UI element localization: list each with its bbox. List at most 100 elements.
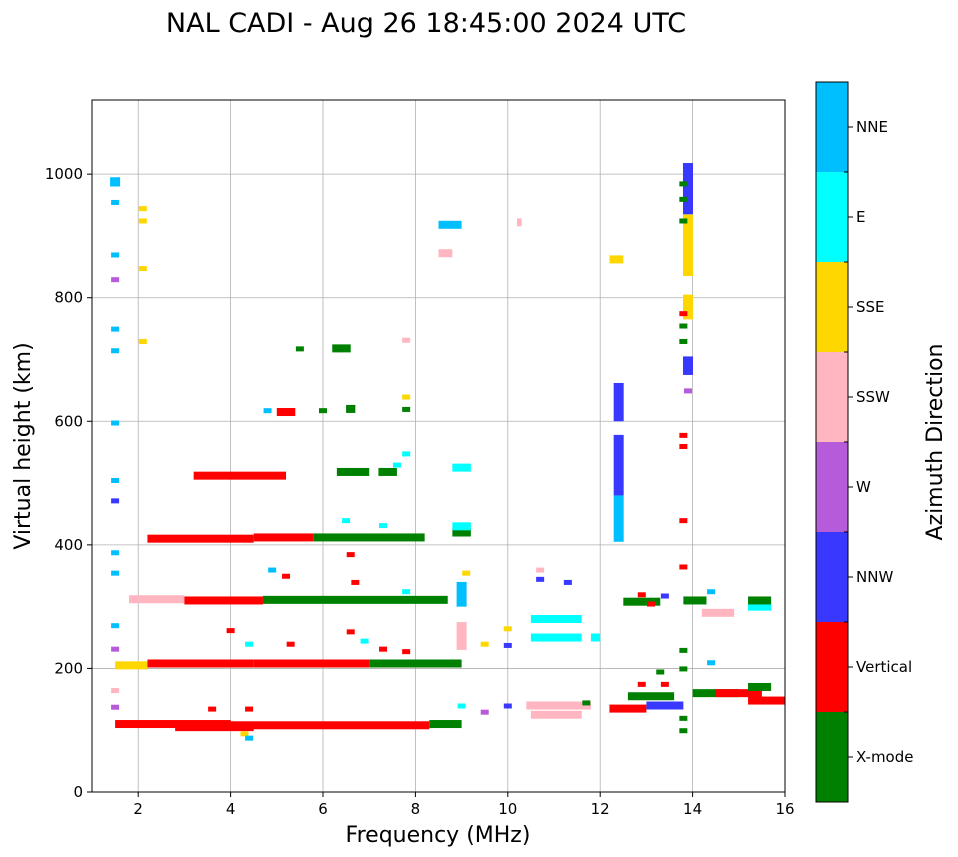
- echo-column: [682, 294, 693, 320]
- echo-point: [402, 649, 411, 655]
- echo-point: [480, 709, 489, 715]
- echo-point: [111, 348, 120, 354]
- x-tick-label: 8: [411, 800, 421, 818]
- echo-column: [456, 581, 467, 607]
- echo-segment: [175, 723, 254, 732]
- echo-segment: [692, 689, 739, 698]
- echo-point: [379, 523, 388, 529]
- echo-column: [613, 495, 624, 542]
- colorbar-label: SSE: [856, 298, 885, 316]
- echo-column: [682, 163, 693, 215]
- y-axis-ticks: 0 200 400 600 800 1000: [45, 165, 92, 801]
- echo-point: [536, 576, 545, 582]
- echo-segment: [609, 255, 624, 264]
- echo-point: [111, 550, 120, 556]
- echo-point: [660, 593, 669, 599]
- echo-point: [138, 206, 147, 212]
- echo-point: [536, 567, 545, 573]
- echo-point: [379, 646, 388, 652]
- echo-segment: [332, 344, 351, 353]
- echo-point: [208, 706, 217, 712]
- x-tick-label: 16: [775, 800, 794, 818]
- echo-point: [138, 338, 147, 344]
- colorbar-label: X-mode: [856, 748, 913, 766]
- echo-point: [402, 451, 411, 457]
- x-tick-label: 12: [591, 800, 610, 818]
- echo-segment: [429, 720, 462, 729]
- x-tick-label: 10: [498, 800, 517, 818]
- echo-segment: [184, 596, 263, 605]
- echo-point: [503, 642, 512, 648]
- echo-segment: [452, 522, 471, 531]
- echo-point: [707, 660, 716, 666]
- echo-point: [563, 579, 572, 585]
- echo-segment: [590, 633, 601, 642]
- colorbar-frame: [815, 81, 849, 803]
- echo-segment: [623, 597, 661, 606]
- echo-point: [111, 498, 120, 504]
- echo-point: [462, 570, 471, 576]
- echo-point: [286, 641, 295, 647]
- colorbar-label: SSW: [856, 388, 890, 406]
- echo-segment: [262, 595, 448, 604]
- grid-lines: [92, 100, 785, 792]
- echo-column: [613, 382, 624, 422]
- colorbar-label: E: [856, 208, 865, 226]
- y-tick-label: 600: [54, 412, 83, 430]
- echo-point: [679, 564, 688, 570]
- echo-segment: [193, 471, 287, 480]
- echo-column: [456, 622, 467, 650]
- y-tick-label: 400: [54, 536, 83, 554]
- echo-point: [679, 518, 688, 524]
- echo-segment: [517, 218, 522, 227]
- echo-point: [679, 338, 688, 344]
- echo-point: [282, 573, 291, 579]
- colorbar-segment: [816, 352, 848, 442]
- chart-title: NAL CADI - Aug 26 18:45:00 2024 UTC: [166, 8, 686, 39]
- echo-point: [295, 346, 304, 352]
- echo-point: [111, 646, 120, 652]
- echo-point: [138, 218, 147, 224]
- echo-segment: [438, 249, 453, 258]
- echo-point: [683, 388, 692, 394]
- echo-point: [402, 406, 411, 412]
- echo-point: [637, 592, 646, 598]
- x-tick-label: 2: [133, 800, 143, 818]
- echo-point: [111, 688, 120, 694]
- echo-segment: [683, 596, 707, 605]
- colorbar-segment: [816, 262, 848, 352]
- echo-point: [679, 311, 688, 317]
- echo-point: [138, 266, 147, 272]
- plot-frame: [91, 99, 786, 793]
- x-tick-label: 6: [318, 800, 328, 818]
- colorbar-title: Azimuth Direction: [923, 343, 948, 540]
- echo-segment: [748, 596, 772, 605]
- echo-segment: [530, 615, 582, 623]
- echo-segment: [452, 528, 471, 537]
- colorbar-segment: [816, 442, 848, 532]
- echo-column: [682, 214, 693, 277]
- echo-column: [613, 434, 624, 496]
- echo-point: [656, 669, 665, 675]
- x-tick-label: 14: [683, 800, 702, 818]
- y-tick-label: 0: [73, 783, 83, 801]
- echo-segment: [115, 720, 231, 729]
- echo-segment: [530, 710, 582, 719]
- echo-point: [111, 623, 120, 629]
- echo-point: [111, 420, 120, 426]
- echo-point: [480, 641, 489, 647]
- echo-segment: [313, 533, 425, 542]
- echo-point: [402, 589, 411, 595]
- echo-point: [647, 601, 656, 607]
- colorbar-label: NNE: [856, 118, 888, 136]
- echo-point: [402, 337, 411, 343]
- x-axis-label: Frequency (MHz): [346, 823, 531, 848]
- echo-point: [392, 462, 401, 468]
- echo-segment: [336, 467, 370, 476]
- echo-point: [342, 518, 351, 524]
- echo-segment: [748, 696, 785, 705]
- echo-segment: [609, 704, 647, 713]
- echo-segment: [646, 701, 684, 710]
- echo-point: [268, 567, 277, 573]
- echo-point: [360, 638, 369, 644]
